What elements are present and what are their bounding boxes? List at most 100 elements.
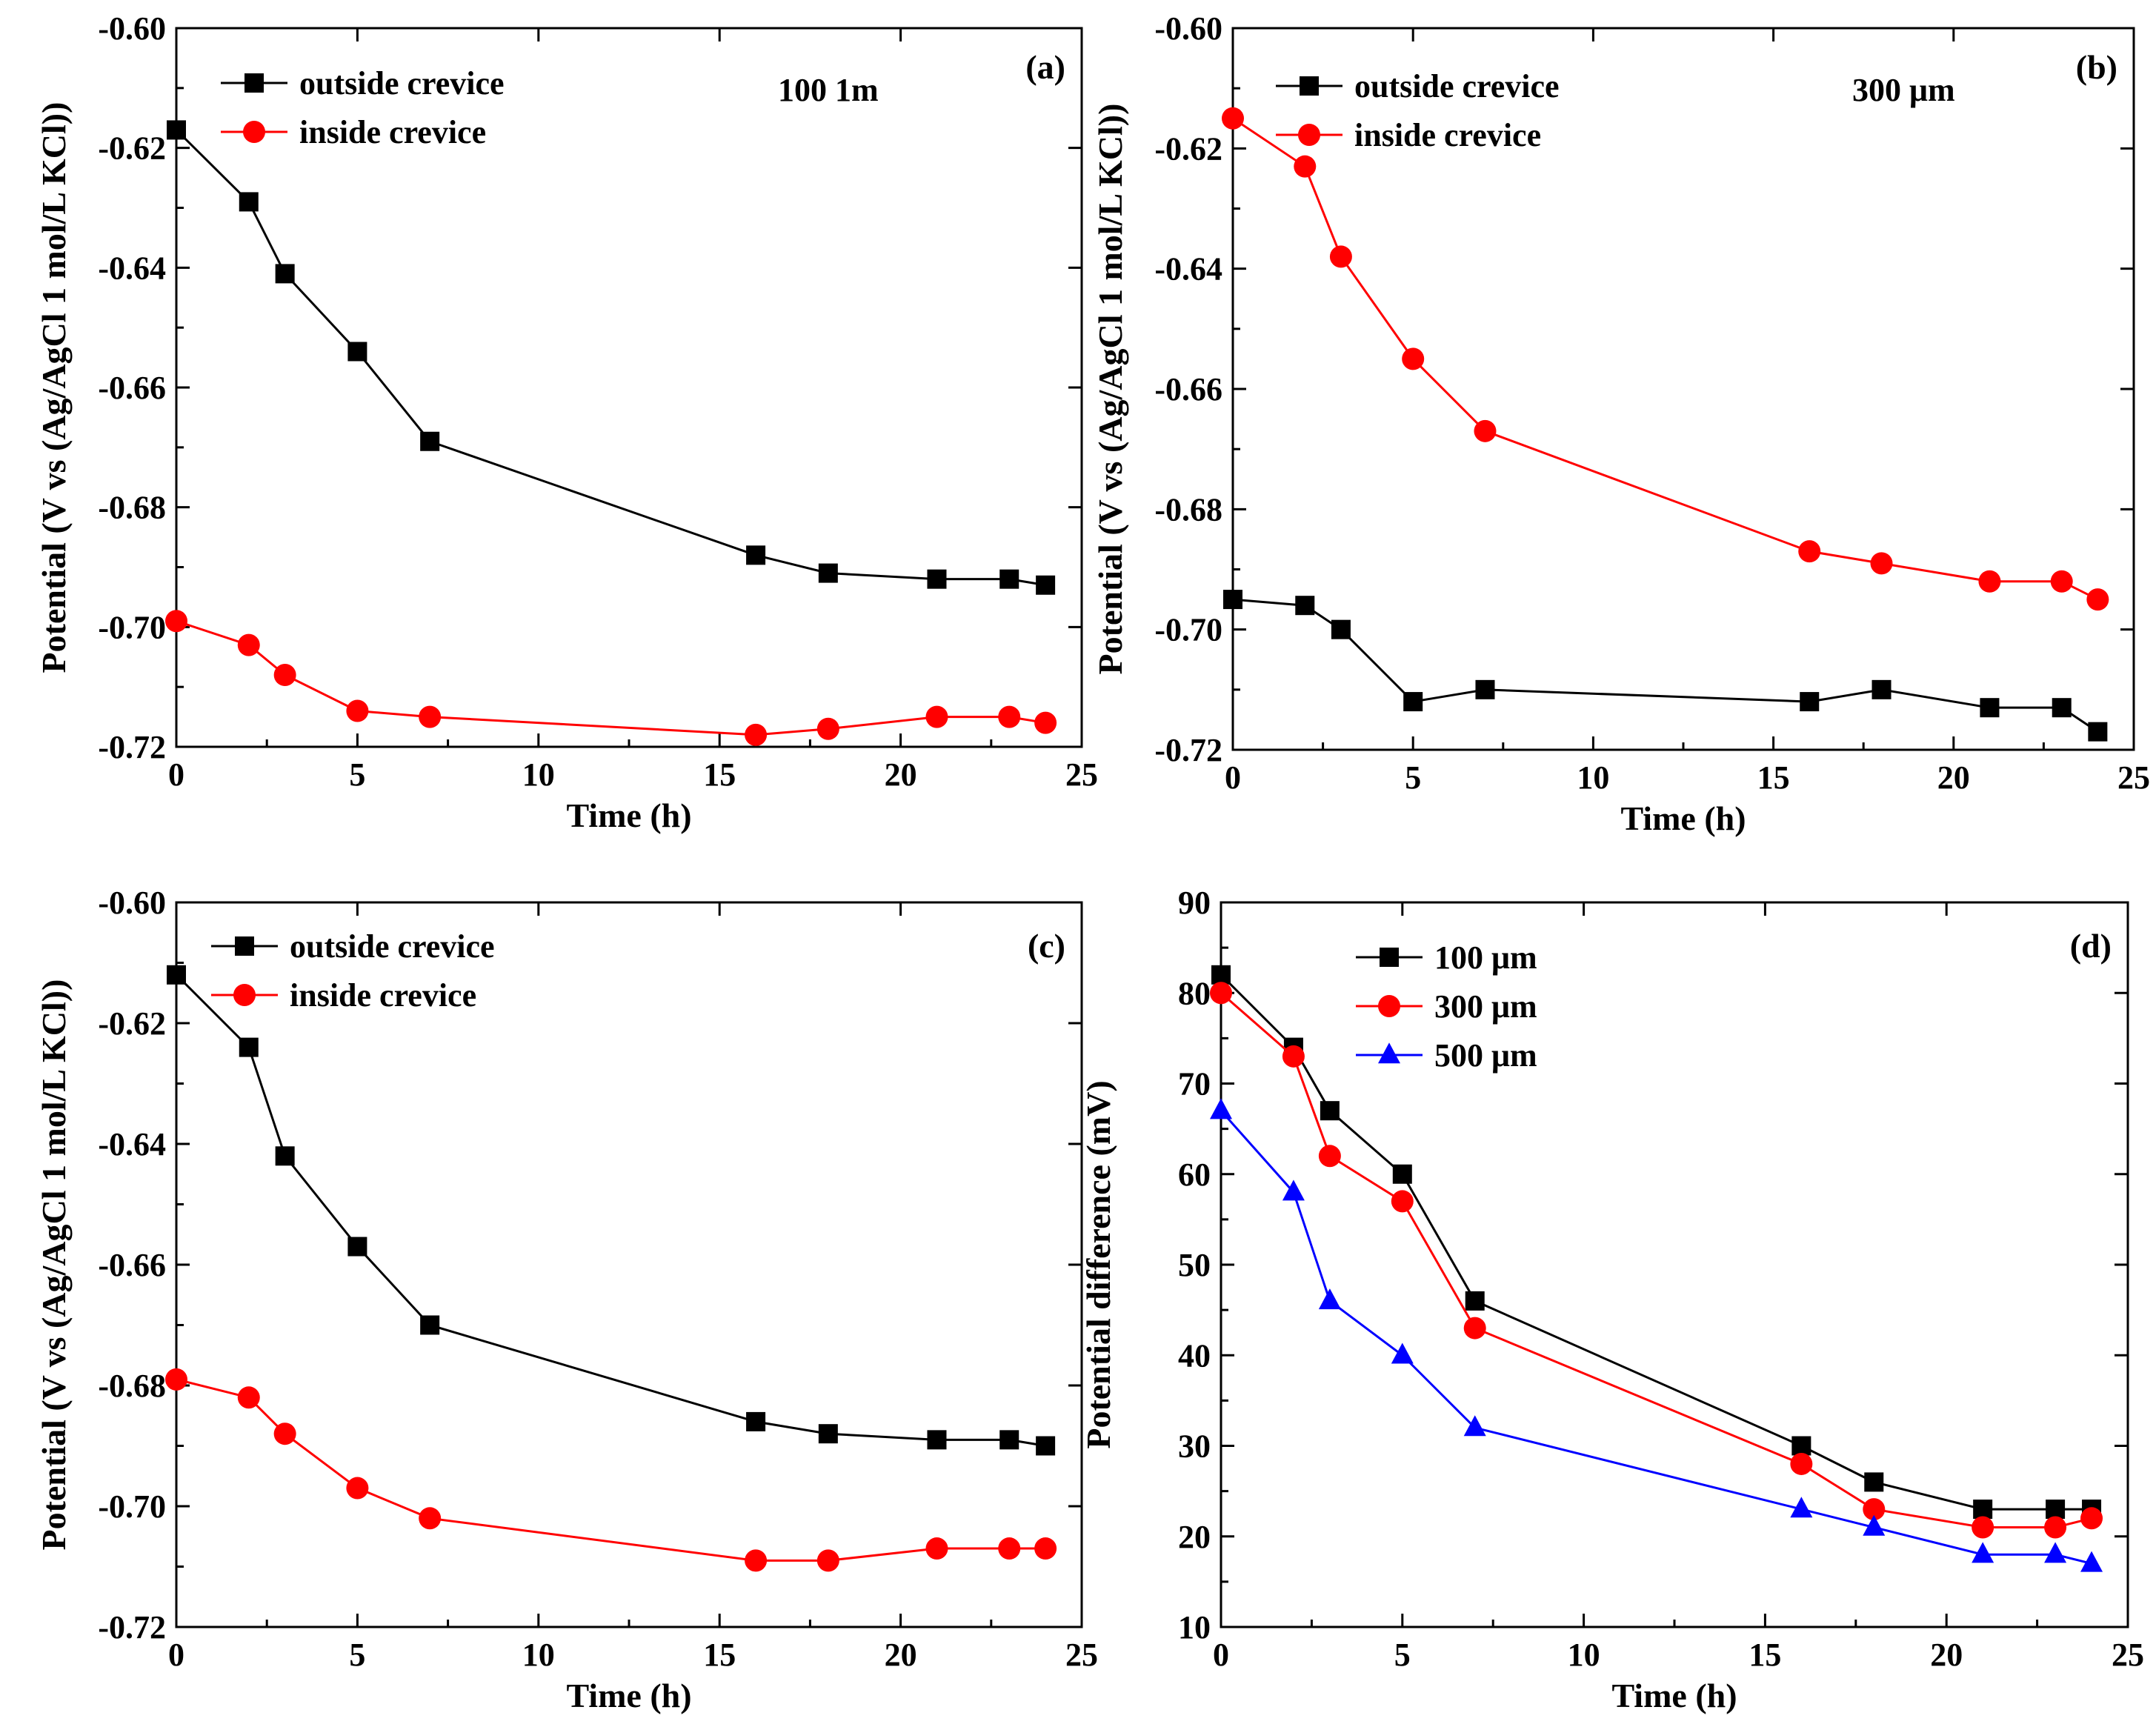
y-tick-label: -0.70 (98, 609, 166, 645)
legend-entry: outside crevice (221, 65, 505, 102)
y-tick-label: -0.62 (98, 1005, 166, 1042)
data-point (1320, 1101, 1340, 1121)
data-point (1318, 1145, 1341, 1168)
legend-entry: 300 μm (1356, 988, 1537, 1025)
y-tick-label: -0.60 (98, 10, 166, 47)
panel-c: 0 5 10 15 20 25 -0.72 -0.70 -0.68 -0.66 -0.64 -0.62… (35, 885, 1098, 1714)
data-point (1474, 419, 1497, 442)
data-point (1403, 692, 1423, 712)
data-point (1790, 1497, 1813, 1518)
data-point (239, 192, 259, 212)
y-tick-label: 10 (1178, 1609, 1211, 1646)
data-point (746, 545, 766, 565)
data-point (237, 633, 260, 656)
data-point (1798, 540, 1821, 563)
data-point (273, 1422, 296, 1445)
data-point (167, 120, 186, 140)
legend-entry: 500 μm (1356, 1037, 1537, 1074)
x-tick-label: 15 (703, 756, 736, 793)
y-tick-label: -0.66 (1154, 371, 1222, 407)
data-point (347, 342, 367, 362)
data-point (2044, 1516, 2067, 1539)
x-tick-label: 25 (2117, 759, 2150, 796)
legend-marker (1378, 1042, 1400, 1064)
data-point (1402, 347, 1425, 370)
data-point (2046, 1500, 2066, 1520)
y-tick-label: -0.70 (98, 1488, 166, 1525)
legend-label: inside crevice (1354, 117, 1541, 153)
legend-marker (1380, 948, 1399, 967)
x-axis-title: Time (h) (1611, 1677, 1737, 1714)
data-point (1790, 1452, 1813, 1475)
legend-marker (1300, 76, 1319, 96)
data-point (746, 1411, 766, 1431)
data-point (237, 1386, 260, 1409)
data-point (1871, 679, 1892, 699)
data-point (1463, 1317, 1486, 1340)
data-point (999, 1430, 1019, 1450)
legend-entry: 100 μm (1356, 939, 1537, 976)
y-tick-label: 50 (1178, 1247, 1211, 1283)
legend-marker (235, 936, 254, 956)
y-tick-label: 40 (1178, 1337, 1211, 1374)
data-point (1391, 1190, 1414, 1213)
data-point (2086, 588, 2109, 611)
data-point (2088, 722, 2108, 742)
x-tick-label: 25 (2112, 1637, 2144, 1673)
data-point (420, 431, 440, 451)
x-tick-label: 15 (1757, 759, 1790, 796)
legend-label: outside crevice (299, 65, 505, 102)
legend-label: outside crevice (1354, 68, 1560, 104)
y-tick-label: -0.68 (98, 1368, 166, 1404)
data-point (927, 1430, 947, 1450)
panel-label: (b) (2076, 48, 2117, 86)
data-point (1222, 107, 1244, 130)
series-outside-crevice (1223, 590, 2108, 742)
y-axis-title: Potential (V vs (Ag/AgCl 1 mol/L KCl)) (35, 979, 73, 1551)
legend-label: 100 μm (1434, 939, 1537, 976)
y-tick-label: 20 (1178, 1519, 1211, 1555)
data-point (1973, 1500, 1993, 1520)
legend-marker (243, 121, 265, 143)
x-tick-label: 10 (522, 756, 555, 793)
x-tick-label: 20 (1937, 759, 1970, 796)
data-point (1034, 711, 1057, 734)
data-point (1210, 982, 1232, 1005)
x-tick-label: 15 (1749, 1637, 1781, 1673)
x-tick-label: 5 (349, 756, 365, 793)
data-point (2050, 570, 2073, 593)
legend-label: 300 μm (1434, 988, 1537, 1025)
data-point (1465, 1291, 1485, 1311)
data-point (927, 569, 947, 589)
panel-a: 0 5 10 15 20 25 -0.72 -0.70 -0.68 -0.66 -0.64 -0.62… (35, 10, 1098, 834)
data-point (1294, 155, 1317, 178)
series-100-m (1211, 965, 2102, 1520)
legend-entry: outside crevice (211, 928, 495, 965)
x-tick-label: 10 (522, 1637, 555, 1673)
data-point (1475, 679, 1495, 699)
series-inside-crevice (165, 1368, 1057, 1572)
legend-entry: outside crevice (1276, 68, 1560, 104)
data-point (818, 1424, 838, 1444)
x-axis-title: Time (h) (1620, 799, 1746, 837)
data-point (420, 1315, 440, 1335)
panel-label: (a) (1025, 48, 1065, 86)
data-point (1223, 590, 1242, 610)
series-500-m (1210, 1098, 2103, 1572)
data-point (1036, 1436, 1056, 1456)
data-point (1978, 570, 2001, 593)
legend-entry: inside crevice (221, 114, 486, 150)
x-tick-label: 0 (1225, 759, 1241, 796)
data-point (1972, 1516, 1994, 1539)
data-point (167, 965, 186, 985)
data-point (1463, 1415, 1486, 1437)
series-line (1232, 598, 2099, 733)
data-point (346, 699, 369, 722)
data-point (1863, 1498, 1886, 1521)
legend-entry: inside crevice (211, 977, 476, 1014)
data-point (1800, 692, 1820, 712)
data-point (1392, 1164, 1412, 1184)
legend-marker (1378, 995, 1400, 1017)
x-tick-label: 0 (168, 756, 184, 793)
